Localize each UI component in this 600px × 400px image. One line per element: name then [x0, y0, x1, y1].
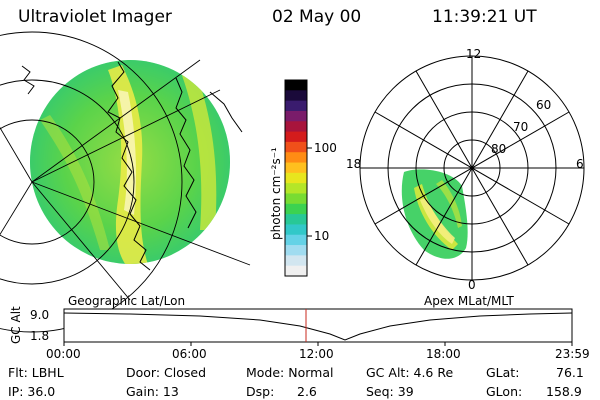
- colorbar-cell: [285, 131, 307, 143]
- coastline: [107, 61, 151, 271]
- time-label: 11:39:21 UT: [432, 7, 537, 27]
- apex-caption: Apex MLat/MLT: [424, 294, 514, 308]
- colorbar-cell: [285, 162, 307, 174]
- colorbar-cell: [285, 121, 307, 133]
- info-seq: Seq: 39: [366, 384, 414, 399]
- info-door: Door: Closed: [126, 365, 207, 380]
- auroral-band-core: [118, 90, 136, 215]
- auroral-band-east: [180, 70, 217, 230]
- mlat-label-70: 70: [513, 120, 529, 134]
- colorbar-cell: [285, 172, 307, 184]
- mlt-label-18: 18: [346, 157, 362, 171]
- mlt-label-12: 12: [466, 47, 482, 61]
- colorbar-label-100: 100: [314, 141, 337, 155]
- mlt-label-6: 6: [576, 157, 584, 171]
- colorbar-cell: [285, 183, 307, 195]
- colorbar-cell: [285, 141, 307, 153]
- coastline-east: [175, 77, 197, 229]
- info-dsp-label: Dsp:: [246, 384, 275, 399]
- info-glat-label: GLat:: [486, 365, 520, 380]
- polar-grid: [359, 55, 585, 281]
- colorbar-cell: [285, 234, 307, 246]
- timeline-xtick-1200: 12:00: [299, 347, 334, 361]
- colorbar-cell: [285, 110, 307, 122]
- instrument-title: Ultraviolet Imager: [18, 7, 172, 27]
- mlat-label-60: 60: [536, 98, 552, 112]
- mlt-label-0: 0: [468, 278, 476, 292]
- timeline-xtick-2359: 23:59: [555, 347, 590, 361]
- timeline-plot: [63, 308, 573, 346]
- info-filter: Flt: LBHL: [8, 365, 64, 380]
- colorbar-cell: [285, 80, 307, 91]
- colorbar-cell: [285, 255, 307, 267]
- colorbar-cell: [285, 214, 307, 226]
- colorbar-cell: [285, 224, 307, 236]
- info-glon-value: 158.9: [546, 384, 582, 399]
- colorbar: [284, 79, 312, 277]
- timeline-xtick-0000: 00:00: [46, 347, 81, 361]
- colorbar-cell: [285, 265, 307, 277]
- timeline-ylabel: GC Alt: [9, 306, 23, 344]
- colorbar-cell: [285, 152, 307, 164]
- timeline-ticks: [63, 342, 573, 346]
- colorbar-cell: [285, 203, 307, 215]
- polar-plot: [359, 55, 585, 281]
- info-glat-value: 76.1: [556, 365, 584, 380]
- info-mode: Mode: Normal: [246, 365, 334, 380]
- colorbar-cell: [285, 90, 307, 102]
- colorbar-frame: [284, 79, 308, 277]
- timeline-ytick-low: 1.8: [30, 329, 50, 343]
- geographic-caption: Geographic Lat/Lon: [68, 294, 186, 308]
- geo-graticule: [0, 31, 251, 333]
- colorbar-cell: [285, 245, 307, 256]
- colorbar-label-10: 10: [314, 229, 330, 243]
- timeline-ytick-high: 9.0: [30, 308, 50, 322]
- colorbar-cell: [285, 193, 307, 205]
- colorbar-cell: [285, 100, 307, 112]
- geographic-image: [0, 31, 251, 333]
- info-glon-label: GLon:: [486, 384, 523, 399]
- mlat-label-80: 80: [491, 142, 507, 156]
- info-dsp-value: 2.6: [297, 384, 317, 399]
- altitude-curve: [63, 312, 573, 341]
- timeline-xtick-1800: 18:00: [426, 347, 461, 361]
- info-ip: IP: 36.0: [8, 384, 56, 399]
- colorbar-unit-label: photon cm⁻²s⁻¹: [269, 147, 283, 240]
- info-gain: Gain: 13: [126, 384, 179, 399]
- info-gcalt: GC Alt: 4.6 Re: [366, 365, 454, 380]
- date-label: 02 May 00: [272, 7, 362, 27]
- timeline-xtick-0600: 06:00: [172, 347, 207, 361]
